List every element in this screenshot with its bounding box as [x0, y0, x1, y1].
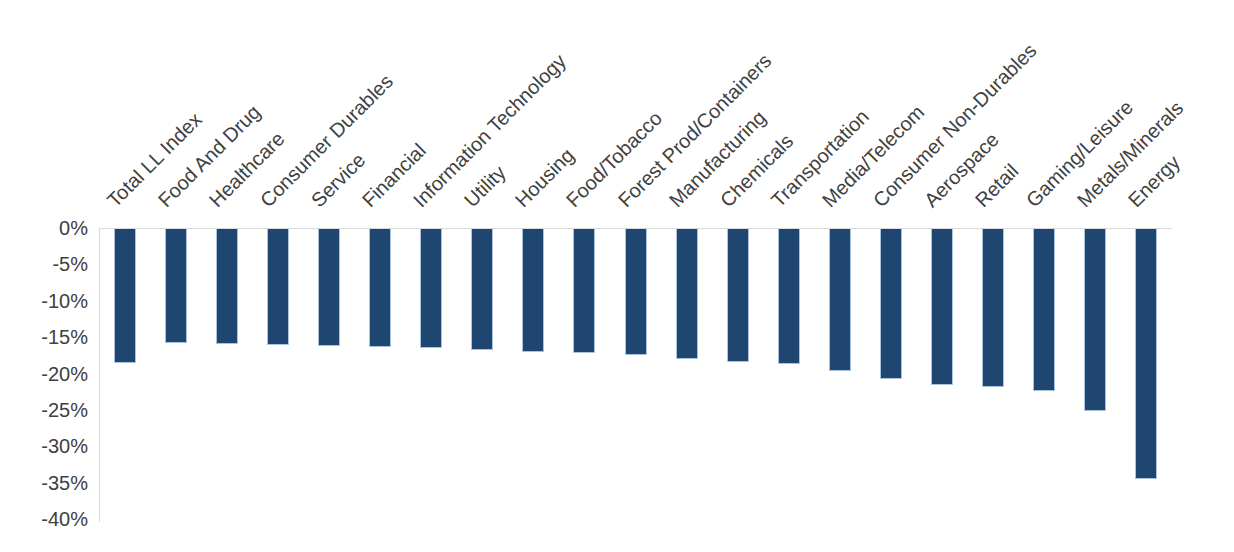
y-axis-tick-label: -15%	[0, 326, 88, 348]
bar-financial	[369, 229, 391, 347]
bar-total-ll-index	[114, 229, 136, 363]
zero-gridline	[99, 228, 1172, 229]
y-axis-tick-label: -30%	[0, 435, 88, 457]
y-axis-line	[99, 228, 100, 522]
bar-information-technology	[420, 229, 442, 348]
bar-chemicals	[727, 229, 749, 362]
y-axis-tick-label: -25%	[0, 399, 88, 421]
bar-housing	[522, 229, 544, 352]
bar-healthcare	[216, 229, 238, 344]
y-axis-tick-label: -10%	[0, 290, 88, 312]
bar-metals-minerals	[1084, 229, 1106, 411]
y-axis-tick-label: -20%	[0, 363, 88, 385]
bar-aerospace	[931, 229, 953, 385]
bar-manufacturing	[676, 229, 698, 359]
bar-service	[318, 229, 340, 346]
bar-food-tobacco	[573, 229, 595, 353]
sector-decline-bar-chart: 0%-5%-10%-15%-20%-25%-30%-35%-40% Total …	[0, 0, 1234, 552]
y-axis-tick-label: -40%	[0, 508, 88, 530]
bar-media-telecom	[829, 229, 851, 371]
bar-forest-prod-containers	[625, 229, 647, 355]
y-axis-tick-label: -35%	[0, 472, 88, 494]
y-axis-tick-label: -5%	[0, 253, 88, 275]
bar-food-and-drug	[165, 229, 187, 343]
bar-transportation	[778, 229, 800, 364]
bar-retail	[982, 229, 1004, 387]
bar-consumer-durables	[267, 229, 289, 345]
bar-gaming-leisure	[1033, 229, 1055, 391]
bar-utility	[471, 229, 493, 350]
y-axis-tick-label: 0%	[0, 217, 88, 239]
bar-energy	[1135, 229, 1157, 479]
bar-consumer-non-durables	[880, 229, 902, 379]
